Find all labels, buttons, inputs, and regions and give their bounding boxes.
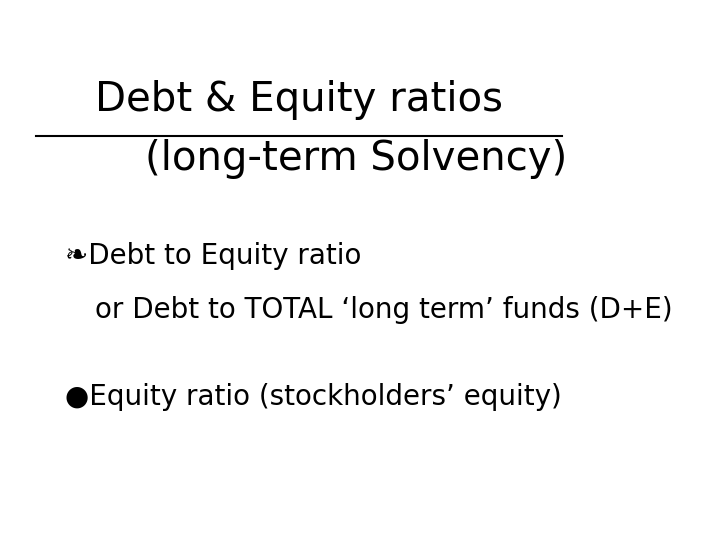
Text: ●Equity ratio (stockholders’ equity): ●Equity ratio (stockholders’ equity) xyxy=(65,383,562,411)
Text: ❧Debt to Equity ratio: ❧Debt to Equity ratio xyxy=(65,242,361,271)
Text: Debt & Equity ratios: Debt & Equity ratios xyxy=(95,80,503,120)
Text: or Debt to TOTAL ‘long term’ funds (D+E): or Debt to TOTAL ‘long term’ funds (D+E) xyxy=(95,296,672,325)
Text: (long-term Solvency): (long-term Solvency) xyxy=(145,139,567,179)
